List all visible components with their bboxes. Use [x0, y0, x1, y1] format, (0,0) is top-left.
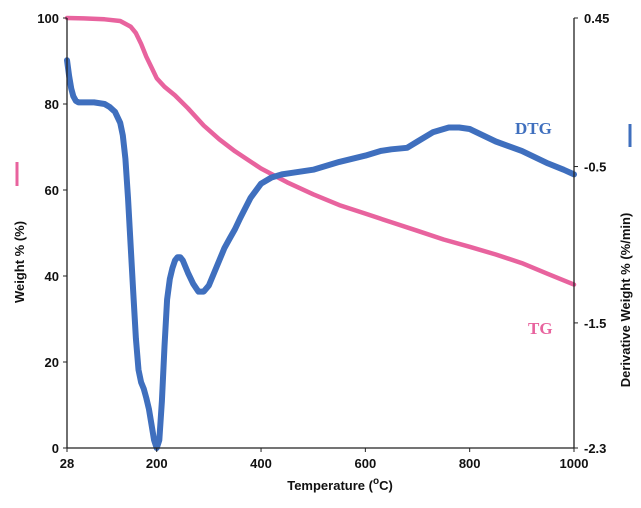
x-tick-label: 28	[60, 456, 74, 471]
left-y-tick-label: 20	[45, 355, 59, 370]
x-tick-labels: 28 200 400 600 800 1000	[60, 448, 589, 471]
right-y-tick-label: -2.3	[584, 441, 606, 456]
x-axis-title-main: Temperature (	[287, 478, 373, 493]
x-tick-label: 1000	[560, 456, 589, 471]
x-tick-label: 600	[355, 456, 377, 471]
right-y-axis-title: Derivative Weight % (%/min)	[618, 213, 633, 388]
left-y-tick-label: 40	[45, 269, 59, 284]
right-y-tick-label: 0.45	[584, 11, 609, 26]
tg-series-label: TG	[528, 319, 553, 338]
dtg-series-label: DTG	[515, 119, 552, 138]
left-y-tick-label: 60	[45, 183, 59, 198]
right-y-tick-label: -0.5	[584, 160, 606, 175]
x-axis-title-unit: C)	[379, 478, 393, 493]
x-tick-label: 200	[146, 456, 168, 471]
right-y-tick-label: -1.5	[584, 316, 606, 331]
x-axis-title: Temperature (oC)	[287, 476, 393, 493]
left-y-tick-label: 100	[37, 11, 59, 26]
left-y-tick-label: 0	[52, 441, 59, 456]
x-tick-label: 400	[250, 456, 272, 471]
left-y-tick-label: 80	[45, 97, 59, 112]
right-y-tick-labels: 0.45 -0.5 -1.5 -2.3	[574, 11, 609, 456]
dtg-series-line	[64, 57, 577, 451]
x-axis-title-sup: o	[373, 476, 379, 487]
series-layer	[64, 15, 577, 451]
left-y-axis-title: Weight % (%)	[12, 221, 27, 303]
left-y-tick-labels: 0 20 40 60 80 100	[37, 11, 67, 456]
tg-series-line	[64, 15, 577, 287]
x-tick-label: 800	[459, 456, 481, 471]
